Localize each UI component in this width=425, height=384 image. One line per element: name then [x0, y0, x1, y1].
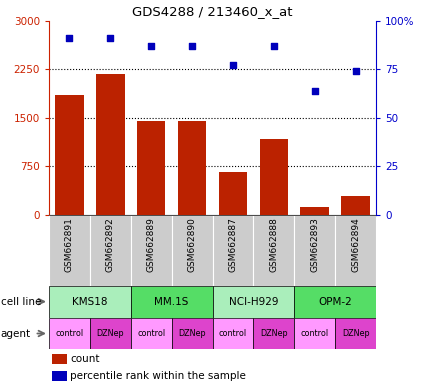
Text: GSM662891: GSM662891 — [65, 217, 74, 272]
Text: GSM662888: GSM662888 — [269, 217, 278, 272]
Point — [189, 43, 196, 49]
Bar — [341, 195, 370, 215]
Text: MM.1S: MM.1S — [154, 296, 189, 307]
Bar — [137, 121, 165, 215]
Bar — [178, 121, 207, 215]
Bar — [131, 215, 172, 286]
Point — [270, 43, 277, 49]
Bar — [55, 95, 84, 215]
Text: GSM662889: GSM662889 — [147, 217, 156, 272]
Bar — [218, 172, 247, 215]
Bar — [49, 318, 90, 349]
Text: control: control — [301, 329, 329, 338]
Bar — [49, 215, 90, 286]
Point — [107, 35, 113, 41]
Text: count: count — [70, 354, 99, 364]
Bar — [96, 74, 125, 215]
Bar — [49, 286, 131, 318]
Bar — [90, 318, 131, 349]
Bar — [294, 286, 376, 318]
Bar — [212, 318, 253, 349]
Bar — [253, 215, 294, 286]
Point — [148, 43, 155, 49]
Text: DZNep: DZNep — [96, 329, 124, 338]
Bar — [212, 215, 253, 286]
Text: GSM662893: GSM662893 — [310, 217, 319, 272]
Text: control: control — [219, 329, 247, 338]
Text: DZNep: DZNep — [178, 329, 206, 338]
Bar — [260, 139, 288, 215]
Point — [66, 35, 73, 41]
Bar — [335, 318, 376, 349]
Text: KMS18: KMS18 — [72, 296, 108, 307]
Bar — [90, 215, 131, 286]
Bar — [131, 286, 212, 318]
Text: cell line: cell line — [1, 296, 41, 307]
Bar — [294, 318, 335, 349]
Text: control: control — [55, 329, 83, 338]
Bar — [212, 286, 294, 318]
Bar — [52, 354, 67, 364]
Text: NCI-H929: NCI-H929 — [229, 296, 278, 307]
Bar — [294, 215, 335, 286]
Point — [352, 68, 359, 74]
Text: DZNep: DZNep — [342, 329, 369, 338]
Point — [230, 62, 236, 68]
Text: control: control — [137, 329, 165, 338]
Bar — [335, 215, 376, 286]
Title: GDS4288 / 213460_x_at: GDS4288 / 213460_x_at — [132, 5, 293, 18]
Bar — [172, 215, 212, 286]
Bar — [253, 318, 294, 349]
Text: GSM662887: GSM662887 — [229, 217, 238, 272]
Text: percentile rank within the sample: percentile rank within the sample — [70, 371, 246, 381]
Text: GSM662892: GSM662892 — [106, 217, 115, 272]
Text: GSM662890: GSM662890 — [187, 217, 196, 272]
Bar — [172, 318, 212, 349]
Text: OPM-2: OPM-2 — [318, 296, 352, 307]
Bar — [52, 371, 67, 381]
Bar — [131, 318, 172, 349]
Point — [312, 88, 318, 94]
Text: agent: agent — [1, 328, 31, 339]
Text: DZNep: DZNep — [260, 329, 288, 338]
Text: GSM662894: GSM662894 — [351, 217, 360, 272]
Bar — [300, 207, 329, 215]
